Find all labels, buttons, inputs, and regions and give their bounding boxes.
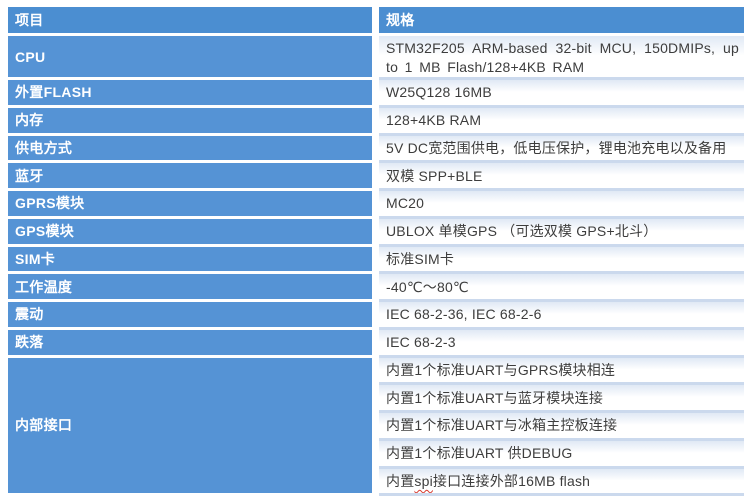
spec-text: IEC 68-2-3 xyxy=(386,334,456,351)
item-cell-sim: SIM卡 xyxy=(8,246,379,275)
spec-cell-drop: IEC 68-2-3 xyxy=(379,329,744,358)
spec-cell-uart-fridge-board: 内置1个标准UART与冰箱主控板连接 xyxy=(379,413,744,441)
misspelled-word-spi: spi xyxy=(414,472,433,489)
spec-text: W25Q128 16MB xyxy=(386,84,492,101)
spec-cell-sim: 标准SIM卡 xyxy=(379,246,744,275)
item-label: GPS模块 xyxy=(15,223,75,240)
item-cell-cpu: CPU xyxy=(8,36,379,80)
item-cell-gps: GPS模块 xyxy=(8,218,379,247)
spec-cell-power: 5V DC宽范围供电，低电压保护，锂电池充电以及备用 xyxy=(379,135,744,164)
spec-text: 标准SIM卡 xyxy=(386,250,455,267)
item-label: CPU xyxy=(15,48,46,65)
spec-text: IEC 68-2-36, IEC 68-2-6 xyxy=(386,306,542,323)
header-item-cell: 项目 xyxy=(8,7,379,36)
spec-text: 128+4KB RAM xyxy=(386,112,482,129)
spec-cell-temperature: -40℃～80℃ xyxy=(379,274,744,302)
spec-text: -40℃～80℃ xyxy=(386,278,469,295)
item-label: GPRS模块 xyxy=(15,195,85,212)
item-label: 跌落 xyxy=(15,334,44,351)
spec-text: 内置1个标准UART与冰箱主控板连接 xyxy=(386,417,618,434)
item-label: 震动 xyxy=(15,306,44,323)
spec-cell-uart-bluetooth: 内置1个标准UART与蓝牙模块连接 xyxy=(379,385,744,413)
item-cell-internal-interfaces: 内部接口 xyxy=(8,357,379,497)
item-label: 外置FLASH xyxy=(15,84,92,101)
spec-text: MC20 xyxy=(386,195,425,212)
spec-cell-spi-flash: 内置 spi 接口连接外部16MB flash xyxy=(379,468,744,497)
spec-cell-memory: 128+4KB RAM xyxy=(379,107,744,136)
spec-cell-gps: UBLOX 单模GPS （可选双模 GPS+北斗） xyxy=(379,218,744,247)
spec-text: UBLOX 单模GPS （可选双模 GPS+北斗） xyxy=(386,223,658,240)
spec-cell-uart-debug: 内置1个标准UART 供DEBUG xyxy=(379,440,744,469)
spec-text: 5V DC宽范围供电，低电压保护，锂电池充电以及备用 xyxy=(386,139,727,156)
spec-cell-bluetooth: 双模 SPP+BLE xyxy=(379,163,744,191)
spec-cell-uart-gprs: 内置1个标准UART与GPRS模块相连 xyxy=(379,357,744,386)
spec-cell-gprs: MC20 xyxy=(379,191,744,219)
item-label: 供电方式 xyxy=(15,139,73,156)
item-cell-vibration: 震动 xyxy=(8,302,379,330)
item-cell-power: 供电方式 xyxy=(8,135,379,164)
item-label: SIM卡 xyxy=(15,250,56,267)
spec-table: 项目 规格 CPU STM32F205 ARM-based 32-bit MCU… xyxy=(8,7,744,497)
header-spec-cell: 规格 xyxy=(379,7,744,36)
spec-cell-vibration: IEC 68-2-36, IEC 68-2-6 xyxy=(379,302,744,330)
spec-text: 内置1个标准UART与蓝牙模块连接 xyxy=(386,389,604,406)
spec-text-pre: 内置 xyxy=(386,472,415,489)
item-cell-temperature: 工作温度 xyxy=(8,274,379,302)
item-label: 工作温度 xyxy=(15,278,73,295)
item-cell-drop: 跌落 xyxy=(8,329,379,358)
spec-cell-cpu: STM32F205 ARM-based 32-bit MCU, 150DMIPs… xyxy=(379,36,744,80)
spec-cell-flash: W25Q128 16MB xyxy=(379,80,744,108)
item-label: 内存 xyxy=(15,112,44,129)
header-item-label: 项目 xyxy=(15,12,44,28)
item-cell-gprs: GPRS模块 xyxy=(8,191,379,219)
item-cell-bluetooth: 蓝牙 xyxy=(8,163,379,191)
item-label: 内部接口 xyxy=(15,417,73,434)
spec-text: STM32F205 ARM-based 32-bit MCU, 150DMIPs… xyxy=(386,40,739,75)
spec-text-post: 接口连接外部16MB flash xyxy=(432,472,591,489)
spec-text: 内置1个标准UART与GPRS模块相连 xyxy=(386,361,616,378)
spec-text: 内置1个标准UART 供DEBUG xyxy=(386,445,573,462)
header-spec-label: 规格 xyxy=(386,12,415,28)
item-cell-memory: 内存 xyxy=(8,107,379,136)
item-label: 蓝牙 xyxy=(15,167,44,184)
spec-text: 双模 SPP+BLE xyxy=(386,167,483,184)
item-cell-flash: 外置FLASH xyxy=(8,80,379,108)
